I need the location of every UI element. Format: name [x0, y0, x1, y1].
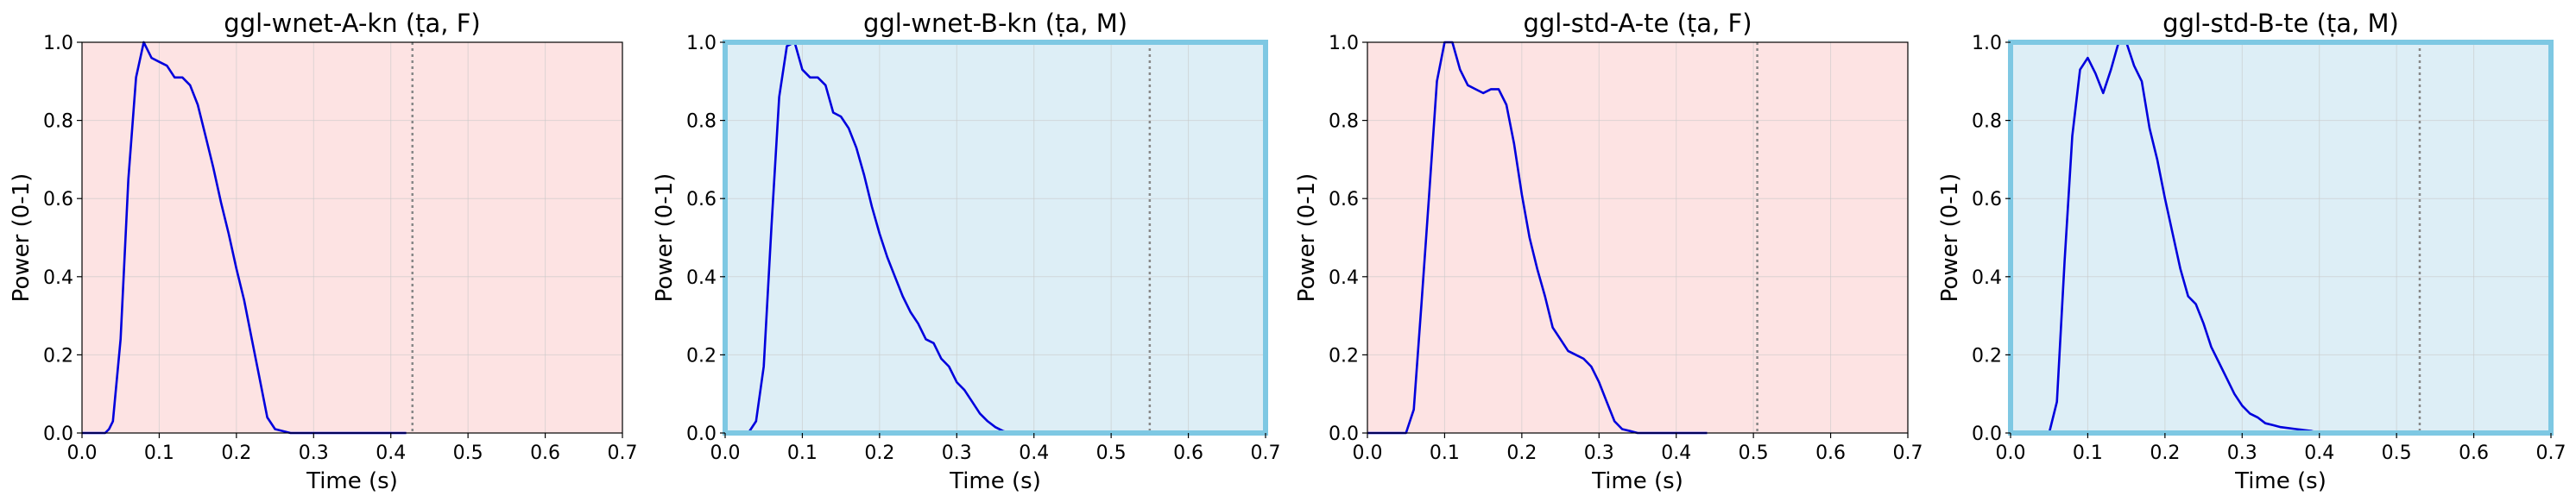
y-tick-label: 0.8 — [1329, 111, 1359, 133]
x-axis-label: Time (s) — [2234, 468, 2327, 494]
chart-panel-2: 0.0 0.1 0.2 0.3 0.4 0.5 0.6 0.7 0.0 0.2 0.4 0.6 0.8 1… — [652, 9, 1281, 494]
x-tick-label: 0.2 — [221, 442, 251, 464]
chart-title: ggl-std-B-te (ṭa, M) — [2162, 9, 2399, 38]
x-tick-label: 0.4 — [2304, 442, 2334, 464]
x-tick-label: 0.6 — [1173, 442, 1203, 464]
x-tick-label: 0.2 — [1506, 442, 1537, 464]
y-tick-label: 0.6 — [43, 189, 73, 210]
x-tick-label: 0.7 — [2536, 442, 2567, 464]
x-tick-label: 0.4 — [376, 442, 406, 464]
y-tick-label: 0.2 — [1972, 345, 2002, 367]
chart-panel-3: 0.0 0.1 0.2 0.3 0.4 0.5 0.6 0.7 0.0 0.2 0.4 0.6 0.8 1… — [1294, 9, 1923, 494]
y-tick-label: 0.6 — [1972, 189, 2002, 210]
chart-title: ggl-std-A-te (ṭa, F) — [1523, 9, 1752, 38]
x-tick-label: 0.6 — [530, 442, 560, 464]
y-tick-label: 0.0 — [1972, 424, 2002, 445]
y-tick-label: 0.8 — [43, 111, 73, 133]
x-tick-label: 0.0 — [67, 442, 98, 464]
y-tick-label: 0.2 — [1329, 345, 1359, 367]
x-tick-label: 0.3 — [942, 442, 972, 464]
x-tick-label: 0.5 — [453, 442, 483, 464]
chart-title: ggl-wnet-A-kn (ṭa, F) — [224, 9, 480, 38]
x-tick-label: 0.2 — [2150, 442, 2180, 464]
y-tick-label: 1.0 — [43, 33, 73, 54]
y-tick-label: 0.4 — [1329, 267, 1359, 289]
x-axis-label: Time (s) — [949, 468, 1041, 494]
x-tick-label: 0.0 — [1353, 442, 1383, 464]
series-line — [1367, 41, 1708, 435]
x-tick-label: 0.7 — [1893, 442, 1923, 464]
y-tick-label: 0.4 — [1972, 267, 2002, 289]
x-tick-label: 0.3 — [299, 442, 329, 464]
x-tick-label: 0.1 — [2073, 442, 2103, 464]
y-tick-label: 0.6 — [1329, 189, 1359, 210]
y-tick-label: 0.0 — [43, 424, 73, 445]
y-tick-label: 0.2 — [43, 345, 73, 367]
x-tick-label: 0.5 — [1096, 442, 1127, 464]
y-tick-label: 0.0 — [1329, 424, 1359, 445]
chart-panel-1: 0.0 0.1 0.2 0.3 0.4 0.5 0.6 0.7 0.0 0.2 0.4 0.6 0.8 1… — [9, 9, 638, 494]
y-tick-label: 0.4 — [686, 267, 717, 289]
x-tick-label: 0.6 — [1815, 442, 1846, 464]
y-axis-label: Power (0-1) — [1937, 173, 1963, 303]
series-line — [2048, 41, 2320, 435]
x-tick-label: 0.4 — [1661, 442, 1691, 464]
x-tick-label: 0.3 — [1584, 442, 1614, 464]
x-axis-label: Time (s) — [306, 468, 398, 494]
x-tick-label: 0.0 — [1996, 442, 2026, 464]
y-tick-label: 0.8 — [686, 111, 717, 133]
x-tick-label: 0.1 — [144, 442, 174, 464]
y-tick-label: 0.4 — [43, 267, 73, 289]
y-tick-label: 0.0 — [686, 424, 717, 445]
y-tick-label: 0.2 — [686, 345, 717, 367]
y-axis-label: Power (0-1) — [1294, 173, 1320, 303]
x-axis-label: Time (s) — [1591, 468, 1683, 494]
highlight-border — [2008, 40, 2554, 436]
x-tick-label: 0.2 — [864, 442, 894, 464]
highlight-border — [723, 40, 1268, 436]
x-tick-label: 0.5 — [2382, 442, 2412, 464]
x-tick-label: 0.7 — [608, 442, 638, 464]
x-tick-label: 0.0 — [710, 442, 741, 464]
y-tick-label: 0.8 — [1972, 111, 2002, 133]
y-axis-label: Power (0-1) — [9, 173, 35, 303]
y-tick-label: 1.0 — [1329, 33, 1359, 54]
x-tick-label: 0.3 — [2227, 442, 2257, 464]
x-tick-label: 0.1 — [787, 442, 818, 464]
axes-frame — [1367, 41, 1909, 434]
plot-area — [82, 42, 622, 433]
y-tick-label: 1.0 — [1972, 33, 2002, 54]
x-tick-label: 0.1 — [1430, 442, 1460, 464]
chart-title: ggl-wnet-B-kn (ṭa, M) — [863, 9, 1127, 38]
x-tick-label: 0.7 — [1251, 442, 1281, 464]
y-tick-label: 1.0 — [686, 33, 717, 54]
plot-area — [1367, 42, 1908, 433]
y-tick-label: 0.6 — [686, 189, 717, 210]
x-tick-label: 0.6 — [2459, 442, 2489, 464]
plot-area — [725, 42, 1266, 433]
x-tick-label: 0.5 — [1739, 442, 1769, 464]
x-tick-label: 0.4 — [1019, 442, 1049, 464]
chart-panel-4: 0.0 0.1 0.2 0.3 0.4 0.5 0.6 0.7 0.0 0.2 0.4 0.6 0.8 1… — [1937, 9, 2567, 494]
y-axis-label: Power (0-1) — [652, 173, 678, 303]
axes-frame — [81, 41, 623, 434]
plot-area — [2011, 42, 2551, 433]
